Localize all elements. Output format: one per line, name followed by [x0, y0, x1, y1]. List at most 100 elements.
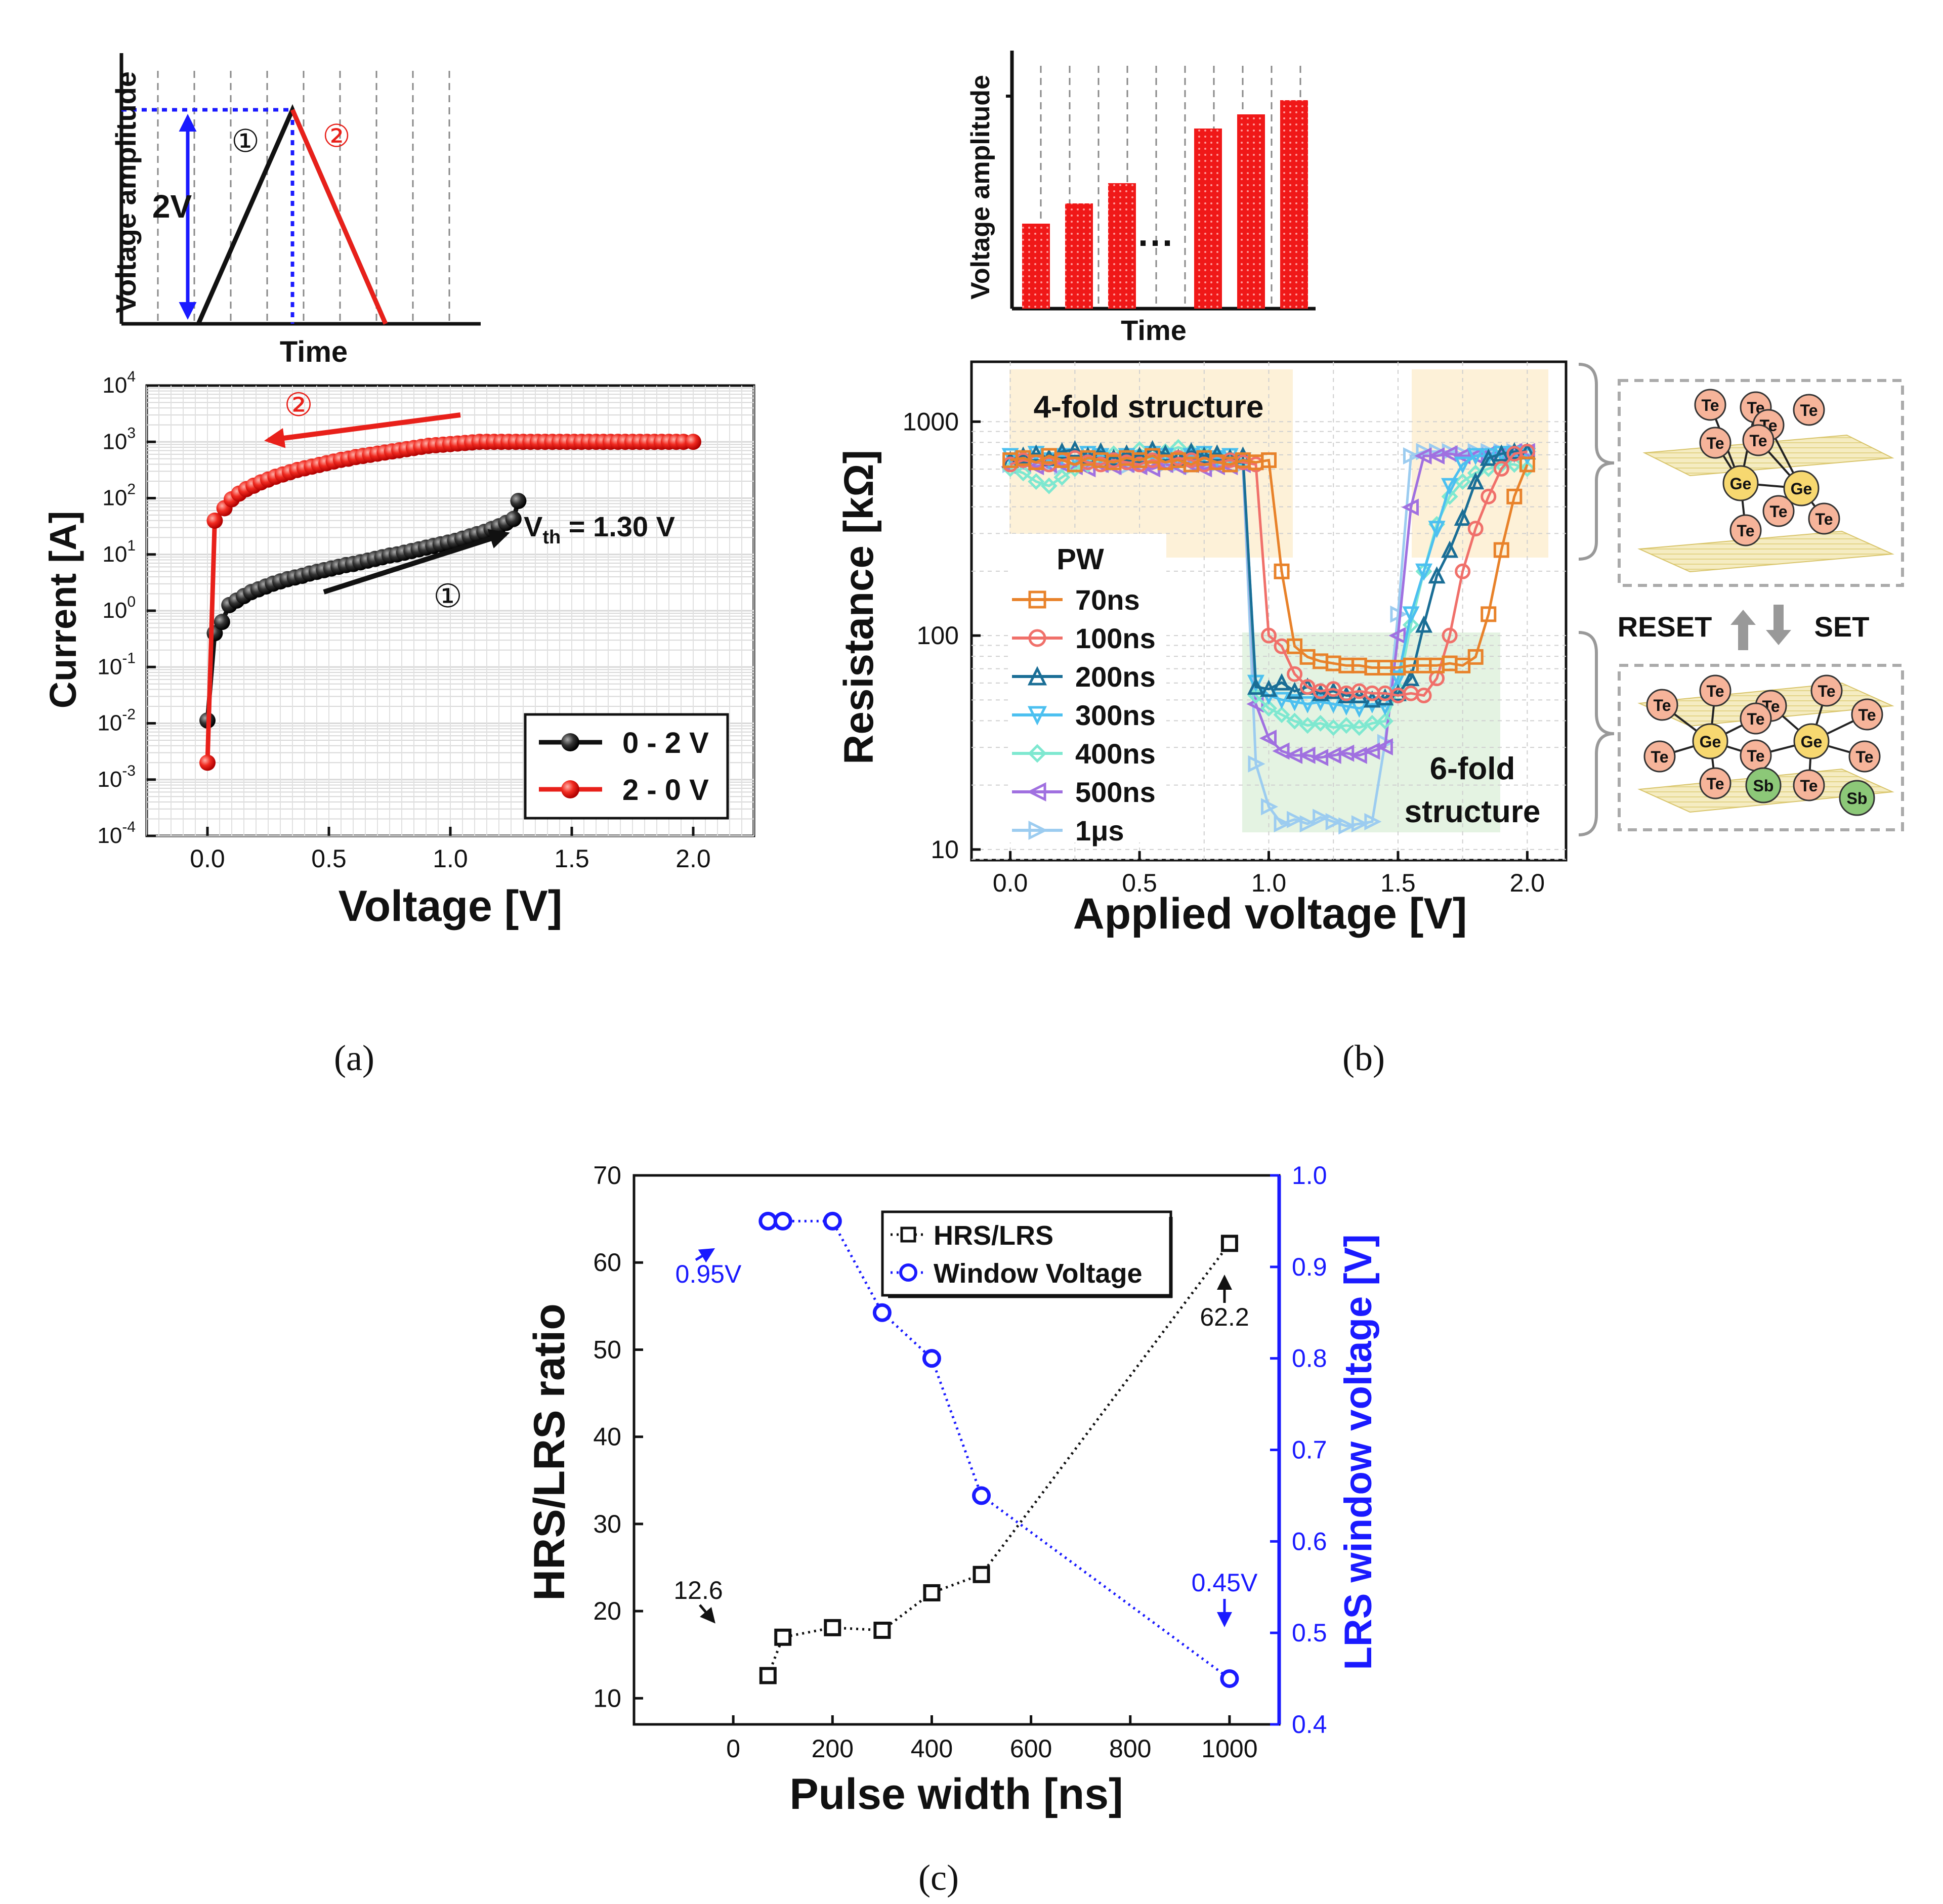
iv-legend: 0 - 2 V 2 - 0 V	[524, 713, 729, 820]
marker-triangle-left	[1337, 744, 1355, 762]
marker-square	[1274, 563, 1290, 579]
pulse-y-tick-label-right: 0.9	[1292, 1253, 1327, 1281]
resistance-legend: 70ns 100ns 200ns 300ns 400ns 500ns 1μs	[1012, 584, 1156, 847]
iv-x-tick-label: 0.0	[190, 844, 225, 873]
marker-triangle-up	[1027, 444, 1045, 462]
six-fold-label-line2: structure	[1405, 794, 1541, 829]
pulse-y-tick-label-left: 40	[593, 1423, 621, 1451]
atom-label: Te	[1800, 777, 1818, 795]
legend-label: 100ns	[1075, 622, 1156, 654]
marker-diamond	[1015, 464, 1032, 482]
marker-triangle-right	[1313, 809, 1330, 826]
atom-te	[1740, 702, 1772, 735]
marker-triangle-up	[1053, 442, 1071, 460]
marker-diamond	[1312, 714, 1329, 732]
atom-label: Te	[1651, 748, 1669, 766]
pulse-bar	[1194, 129, 1222, 309]
atom-label: Te	[1815, 510, 1833, 528]
marker-triangle-down	[1027, 706, 1047, 726]
pulse-x-tick-label: 600	[1010, 1734, 1052, 1763]
marker-triangle-up	[1467, 472, 1485, 490]
iv-y-tick-label: 10-4	[97, 819, 136, 848]
annotation-622: 62.2	[1200, 1303, 1249, 1331]
iv-y-tick-label: 10-2	[97, 706, 136, 736]
iv-y-label: Current [A]	[42, 511, 84, 709]
iv-point	[510, 493, 527, 510]
marker-circle	[1481, 488, 1497, 504]
marker-circle	[1416, 687, 1432, 703]
atom-label: Te	[1770, 502, 1788, 521]
atom-te	[1643, 740, 1676, 773]
marker-diamond	[1441, 488, 1458, 505]
reset-label: RESET	[1618, 611, 1712, 643]
iv-y-tick-label: 101	[102, 537, 136, 567]
legend-marker-hrs	[900, 1226, 916, 1243]
marker-triangle-up	[1118, 444, 1135, 462]
atom-label: Te	[1747, 710, 1765, 728]
set-arrow	[1766, 605, 1791, 645]
resistance-series	[1001, 439, 1537, 835]
atom-te	[1729, 514, 1762, 546]
pulse-point-circle	[758, 1211, 778, 1231]
legend-marker-2-0v	[561, 780, 579, 798]
marker-diamond	[1402, 616, 1420, 633]
resistance-y-tick-label: 1000	[903, 407, 959, 436]
pulse-y-tick-label-left: 50	[593, 1335, 621, 1364]
marker-circle	[1493, 460, 1509, 477]
marker-diamond	[1518, 460, 1536, 477]
marker-triangle-up	[1389, 684, 1407, 701]
marker-triangle-right	[1351, 815, 1369, 833]
iv-point	[214, 614, 230, 630]
marker-triangle-down	[1273, 692, 1291, 709]
panel-a: 2V ① ② Voltage amplitude Time 0.0 0.5 1.0 1…	[42, 53, 755, 1078]
marker-circle	[1442, 627, 1458, 644]
marker-triangle-left	[1298, 746, 1316, 764]
marker-diamond	[1364, 714, 1381, 732]
atom-ge	[1793, 723, 1830, 759]
marker-triangle-up	[1312, 684, 1329, 701]
marker-triangle-right	[1390, 605, 1408, 623]
atom-te	[1793, 769, 1825, 801]
marker-diamond	[1053, 469, 1071, 486]
legend-marker-0-2v	[561, 733, 579, 751]
resistance-chart: 0.0 0.5 1.0 1.5 2.0 10 100 1000 4-fold structur…	[836, 360, 1568, 938]
atom-label: Te	[1747, 747, 1765, 765]
atom-sb	[1745, 767, 1782, 803]
caption-b: (b)	[1342, 1038, 1385, 1078]
marker-triangle-down	[1001, 448, 1019, 466]
atom-label: Ge	[1791, 480, 1812, 498]
caption-a: (a)	[334, 1038, 374, 1078]
resistance-x-label: Applied voltage [V]	[1073, 890, 1467, 938]
sweep-up-arrow	[323, 529, 510, 595]
legend-label-0-2v: 0 - 2 V	[622, 727, 709, 759]
pulse-point-square	[873, 1622, 891, 1639]
marker-triangle-up	[1505, 442, 1523, 460]
annotation-126-arrow	[699, 1604, 715, 1624]
pulse-x-label: Pulse width [ns]	[789, 1770, 1123, 1818]
legend-marker-window	[899, 1263, 917, 1282]
inset-step1-label: ①	[231, 124, 260, 159]
pulse-x-tick-label: 400	[911, 1734, 953, 1763]
atom-label: Ge	[1700, 733, 1721, 751]
marker-triangle-up	[1337, 686, 1355, 703]
pulse-y-tick-label-right: 1.0	[1292, 1161, 1327, 1190]
inset-grid	[157, 71, 450, 324]
resistance-ticks: 0.0 0.5 1.0 1.5 2.0 10 100 1000	[903, 407, 1545, 897]
pulse-bars	[1022, 100, 1308, 309]
legend-label: 500ns	[1075, 776, 1156, 808]
annotation-095v-arrow	[695, 1248, 715, 1263]
marker-triangle-right	[1248, 755, 1265, 773]
marker-triangle-up	[1208, 444, 1226, 462]
atom-label: Te	[1750, 432, 1767, 450]
pulse-y-tick-label-right: 0.7	[1292, 1436, 1327, 1464]
marker-triangle-down	[1402, 606, 1420, 624]
marker-triangle-up	[1441, 540, 1459, 558]
marker-triangle-left	[1440, 445, 1458, 462]
marker-triangle-left	[1401, 498, 1419, 516]
pulse-x-tick-label: 800	[1109, 1734, 1151, 1763]
resistance-x-tick-label: 0.5	[1122, 869, 1157, 897]
pulse-x-label: Time	[1121, 314, 1187, 346]
atom-te	[1699, 767, 1731, 799]
